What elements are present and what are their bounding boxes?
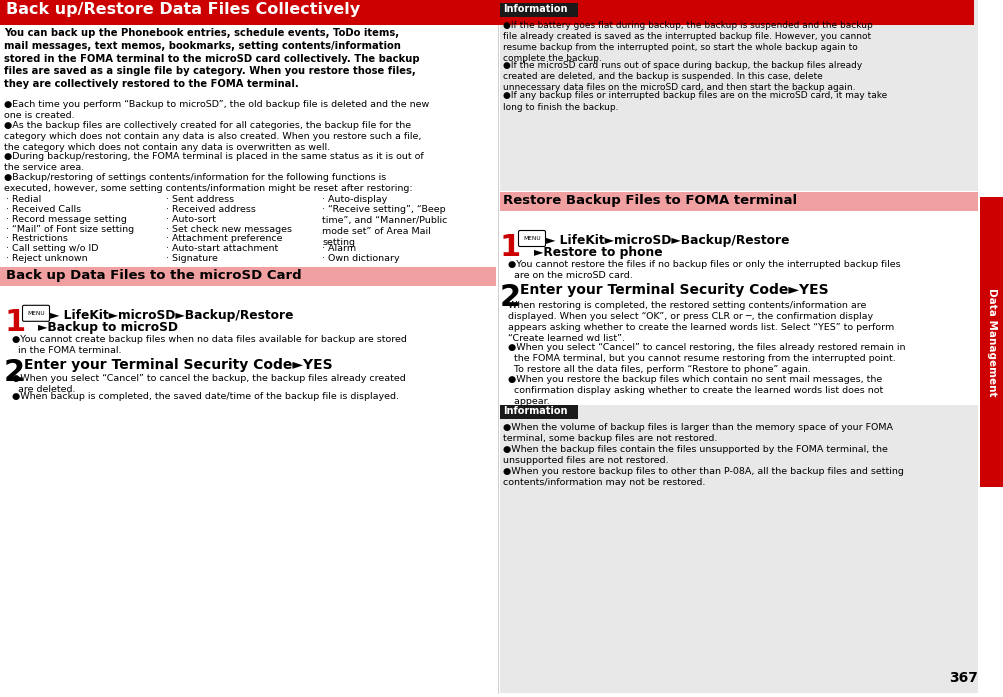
- Bar: [0, 267, 495, 286]
- Bar: [499, 405, 977, 693]
- FancyBboxPatch shape: [22, 305, 49, 321]
- Text: ►Backup to microSD: ►Backup to microSD: [38, 321, 178, 334]
- Text: ●When you restore the backup files which contain no sent mail messages, the
  co: ●When you restore the backup files which…: [508, 375, 883, 406]
- Text: · Redial: · Redial: [6, 195, 41, 204]
- Text: 1: 1: [4, 308, 25, 337]
- Text: Enter your Terminal Security Code►YES: Enter your Terminal Security Code►YES: [520, 283, 827, 297]
- Text: ►Restore to phone: ►Restore to phone: [534, 246, 662, 259]
- Text: · Reject unknown: · Reject unknown: [6, 254, 87, 263]
- Bar: [499, 405, 578, 419]
- Text: Back up/Restore Data Files Collectively: Back up/Restore Data Files Collectively: [6, 2, 360, 17]
- Text: Enter your Terminal Security Code►YES: Enter your Terminal Security Code►YES: [24, 358, 332, 372]
- Text: ●When backup is completed, the saved date/time of the backup file is displayed.: ●When backup is completed, the saved dat…: [12, 392, 398, 401]
- Text: ► LifeKit►microSD►Backup/Restore: ► LifeKit►microSD►Backup/Restore: [50, 309, 293, 322]
- FancyBboxPatch shape: [518, 231, 545, 247]
- Text: MENU: MENU: [523, 236, 541, 241]
- Text: ●As the backup files are collectively created for all categories, the backup fil: ●As the backup files are collectively cr…: [4, 121, 421, 153]
- Text: · Set check new messages: · Set check new messages: [165, 224, 292, 233]
- Bar: [499, 3, 578, 17]
- Text: Restore Backup Files to FOMA terminal: Restore Backup Files to FOMA terminal: [503, 194, 796, 207]
- Text: · Restrictions: · Restrictions: [6, 234, 68, 243]
- Bar: [0, 0, 973, 25]
- Text: Information: Information: [503, 406, 567, 416]
- Text: ●You cannot restore the files if no backup files or only the interrupted backup : ●You cannot restore the files if no back…: [508, 260, 900, 280]
- Bar: [499, 192, 977, 211]
- Text: ●If the microSD card runs out of space during backup, the backup files already
c: ●If the microSD card runs out of space d…: [503, 61, 862, 92]
- Text: · Received address: · Received address: [165, 205, 256, 214]
- Bar: [499, 0, 977, 191]
- Text: ●When you select “Cancel” to cancel restoring, the files already restored remain: ●When you select “Cancel” to cancel rest…: [508, 343, 905, 374]
- Text: · Own dictionary: · Own dictionary: [322, 254, 399, 263]
- Text: ●If the battery goes flat during backup, the backup is suspended and the backup
: ●If the battery goes flat during backup,…: [503, 21, 872, 63]
- Text: 1: 1: [499, 233, 521, 262]
- Text: · “Receive setting”, “Beep
time”, and “Manner/Public
mode set” of Area Mail
sett: · “Receive setting”, “Beep time”, and “M…: [322, 205, 447, 247]
- Text: · Sent address: · Sent address: [165, 195, 234, 204]
- Text: ●When the backup files contain the files unsupported by the FOMA terminal, the
u: ●When the backup files contain the files…: [503, 445, 887, 465]
- Text: When restoring is completed, the restored setting contents/information are
displ: When restoring is completed, the restore…: [508, 301, 894, 344]
- Text: 2: 2: [4, 358, 25, 387]
- Text: 367: 367: [948, 671, 977, 685]
- Text: · Attachment preference: · Attachment preference: [165, 234, 282, 243]
- Text: · Auto-start attachment: · Auto-start attachment: [165, 244, 278, 253]
- Bar: [979, 197, 1003, 487]
- Text: Data Management: Data Management: [986, 288, 996, 397]
- Text: · Auto-display: · Auto-display: [322, 195, 387, 204]
- Text: ●During backup/restoring, the FOMA terminal is placed in the same status as it i: ●During backup/restoring, the FOMA termi…: [4, 152, 423, 172]
- Text: · Alarm: · Alarm: [322, 244, 356, 253]
- Text: · Record message setting: · Record message setting: [6, 215, 126, 224]
- Text: ●When you restore backup files to other than P-08A, all the backup files and set: ●When you restore backup files to other …: [503, 467, 903, 487]
- Text: ●When the volume of backup files is larger than the memory space of your FOMA
te: ●When the volume of backup files is larg…: [503, 423, 892, 443]
- Text: · Signature: · Signature: [165, 254, 218, 263]
- Text: ●Backup/restoring of settings contents/information for the following functions i: ●Backup/restoring of settings contents/i…: [4, 173, 412, 193]
- Text: ► LifeKit►microSD►Backup/Restore: ► LifeKit►microSD►Backup/Restore: [546, 234, 788, 247]
- Text: MENU: MENU: [27, 311, 45, 316]
- Text: · Call setting w/o ID: · Call setting w/o ID: [6, 244, 98, 253]
- Text: ●If any backup files or interrupted backup files are on the microSD card, it may: ●If any backup files or interrupted back…: [503, 91, 887, 112]
- Text: · Auto-sort: · Auto-sort: [165, 215, 216, 224]
- Text: Back up Data Files to the microSD Card: Back up Data Files to the microSD Card: [6, 269, 301, 282]
- Text: · “Mail” of Font size setting: · “Mail” of Font size setting: [6, 224, 134, 233]
- Text: Information: Information: [503, 4, 567, 14]
- Text: · Received Calls: · Received Calls: [6, 205, 81, 214]
- Text: You can back up the Phonebook entries, schedule events, ToDo items,
mail message: You can back up the Phonebook entries, s…: [4, 28, 419, 89]
- Text: ●You cannot create backup files when no data files available for backup are stor: ●You cannot create backup files when no …: [12, 335, 406, 355]
- Text: ●Each time you perform “Backup to microSD”, the old backup file is deleted and t: ●Each time you perform “Backup to microS…: [4, 100, 429, 120]
- Text: 2: 2: [499, 283, 521, 312]
- Text: ●When you select “Cancel” to cancel the backup, the backup files already created: ●When you select “Cancel” to cancel the …: [12, 374, 405, 394]
